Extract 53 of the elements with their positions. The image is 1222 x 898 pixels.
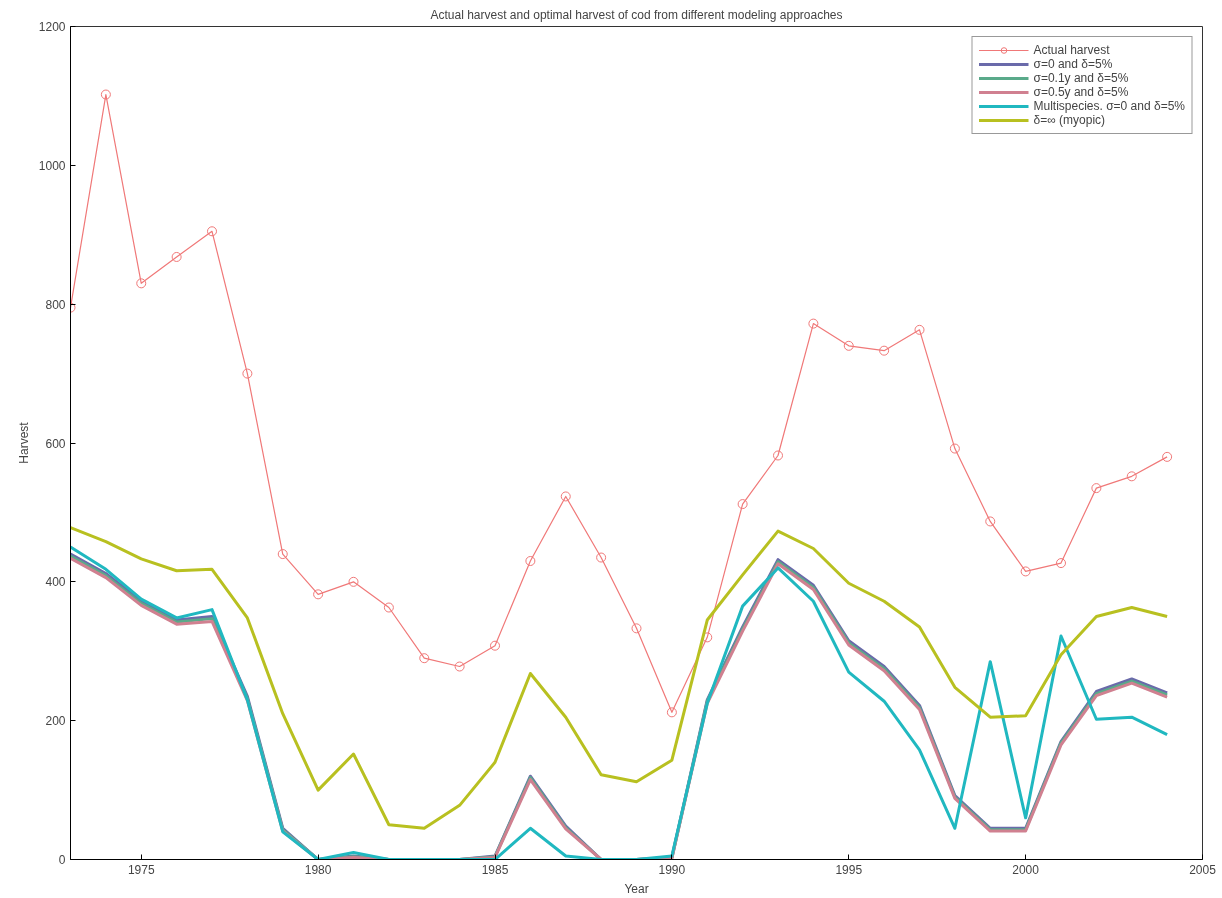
legend-label: Multispecies. σ=0 and δ=5%: [1033, 99, 1185, 113]
point: [525, 556, 536, 566]
y-tick-label: 400: [45, 575, 66, 590]
legend-label: δ=∞ (myopic): [1033, 113, 1106, 127]
y-tick-label: 0: [58, 853, 66, 867]
point: [1162, 451, 1173, 462]
x-tick-label: 1995: [835, 862, 863, 877]
point: [596, 552, 607, 563]
x-axis-title: Year: [624, 881, 649, 896]
y-tick-label: 800: [45, 297, 66, 312]
legend-label: σ=0.1y and δ=5%: [1033, 71, 1129, 85]
point: [843, 340, 854, 351]
x-tick-label: 1975: [127, 862, 155, 877]
point: [949, 443, 960, 454]
point: [1056, 558, 1066, 569]
y-tick-label: 200: [45, 714, 66, 729]
point: [277, 549, 288, 560]
point: [879, 345, 890, 356]
point: [773, 450, 783, 461]
point: [348, 576, 359, 587]
x-tick-label: 1985: [481, 862, 509, 877]
point: [383, 602, 394, 613]
point: [560, 491, 571, 502]
point: [914, 324, 925, 335]
y-axis-title: Harvest: [16, 421, 31, 464]
point: [313, 589, 324, 600]
x-tick-label: 2000: [1012, 862, 1040, 877]
point: [808, 318, 819, 329]
point: [171, 251, 182, 262]
point: [454, 661, 465, 672]
point: [631, 623, 642, 634]
point: [207, 226, 217, 237]
point: [1126, 471, 1137, 482]
legend-label: Actual harvest: [1033, 43, 1110, 57]
chart-title: Actual harvest and optimal harvest of cod from different modeling approaches: [430, 7, 843, 22]
point: [100, 89, 111, 100]
point: [985, 516, 996, 527]
point: [737, 499, 748, 510]
x-tick-label: 2005: [1189, 862, 1217, 877]
point: [666, 707, 677, 718]
point: [136, 278, 147, 289]
point: [419, 653, 430, 664]
point: [490, 640, 500, 651]
y-tick-label: 600: [45, 436, 66, 451]
x-tick-label: 1980: [304, 862, 332, 877]
legend-label: σ=0.5y and δ=5%: [1033, 85, 1129, 99]
x-tick-label: 1990: [658, 862, 686, 877]
y-tick-label: 1200: [38, 20, 66, 34]
point: [1091, 483, 1102, 494]
point: [242, 368, 253, 379]
point: [1020, 566, 1031, 577]
legend-label: σ=0 and δ=5%: [1033, 57, 1113, 71]
y-tick-label: 1000: [38, 158, 66, 173]
